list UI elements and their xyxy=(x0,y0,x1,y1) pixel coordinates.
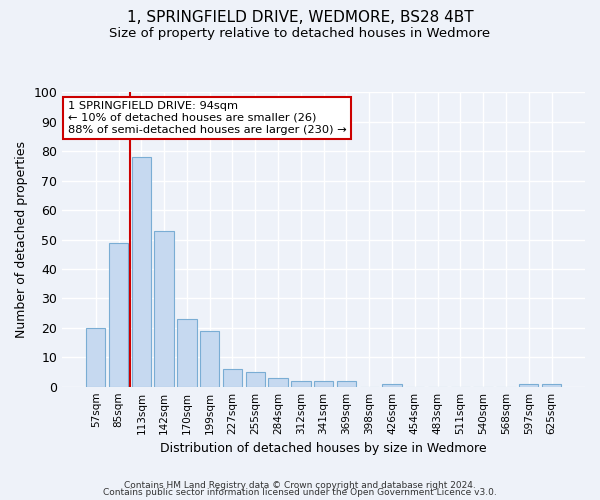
Bar xyxy=(154,231,174,386)
X-axis label: Distribution of detached houses by size in Wedmore: Distribution of detached houses by size … xyxy=(160,442,487,455)
Text: 1, SPRINGFIELD DRIVE, WEDMORE, BS28 4BT: 1, SPRINGFIELD DRIVE, WEDMORE, BS28 4BT xyxy=(127,10,473,25)
Bar xyxy=(200,331,220,386)
Bar xyxy=(177,319,197,386)
Bar xyxy=(382,384,402,386)
Text: 1 SPRINGFIELD DRIVE: 94sqm
← 10% of detached houses are smaller (26)
88% of semi: 1 SPRINGFIELD DRIVE: 94sqm ← 10% of deta… xyxy=(68,102,346,134)
Text: Contains HM Land Registry data © Crown copyright and database right 2024.: Contains HM Land Registry data © Crown c… xyxy=(124,480,476,490)
Bar xyxy=(337,381,356,386)
Bar xyxy=(245,372,265,386)
Bar xyxy=(542,384,561,386)
Bar xyxy=(519,384,538,386)
Text: Contains public sector information licensed under the Open Government Licence v3: Contains public sector information licen… xyxy=(103,488,497,497)
Bar xyxy=(291,381,311,386)
Bar xyxy=(314,381,334,386)
Bar xyxy=(223,369,242,386)
Bar xyxy=(131,157,151,386)
Text: Size of property relative to detached houses in Wedmore: Size of property relative to detached ho… xyxy=(109,28,491,40)
Bar xyxy=(109,242,128,386)
Bar xyxy=(268,378,288,386)
Bar xyxy=(86,328,106,386)
Y-axis label: Number of detached properties: Number of detached properties xyxy=(15,141,28,338)
